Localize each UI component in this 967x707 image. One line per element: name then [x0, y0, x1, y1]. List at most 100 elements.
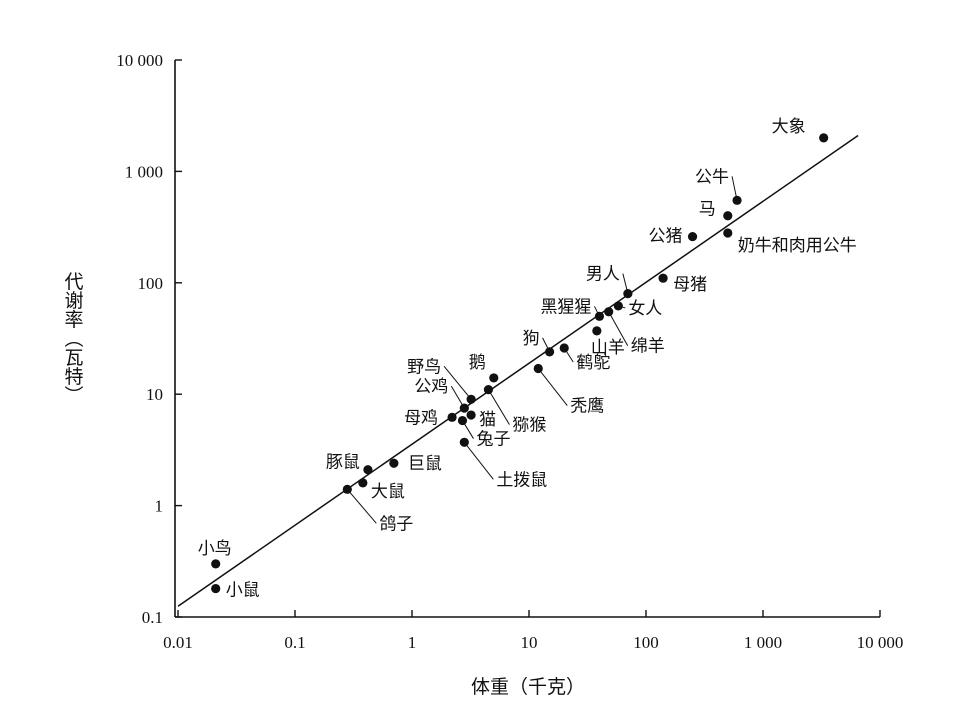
data-point: 猫 — [466, 410, 496, 430]
x-tick-label: 1 000 — [744, 633, 782, 652]
data-point: 奶牛和肉用公牛 — [723, 228, 857, 256]
data-point: 秃鹰 — [533, 363, 604, 417]
data-point: 女人 — [613, 299, 662, 319]
data-point-marker — [211, 559, 221, 569]
leader-line — [346, 488, 377, 524]
point-label: 绵羊 — [631, 337, 665, 357]
leader-line — [487, 389, 510, 425]
x-tick-label: 100 — [633, 633, 659, 652]
point-label: 小鼠 — [226, 581, 260, 601]
y-tick-label: 1 — [155, 497, 164, 516]
leader-line — [463, 441, 494, 480]
x-tick-label: 0.1 — [284, 633, 305, 652]
axis-titles: 体重（千克） 代谢率（瓦特） — [62, 271, 586, 698]
x-tick-label: 10 000 — [857, 633, 904, 652]
data-point-marker — [658, 273, 668, 283]
data-point-marker — [489, 373, 499, 383]
data-point: 豚鼠 — [326, 453, 373, 475]
point-label: 鹤鸵 — [576, 353, 610, 373]
data-point: 鹤鸵 — [559, 343, 610, 373]
data-point-marker — [459, 403, 469, 413]
point-label: 巨鼠 — [408, 454, 442, 474]
data-point-marker — [483, 384, 494, 395]
data-point: 绵羊 — [604, 307, 665, 357]
data-point: 大鼠 — [358, 478, 405, 502]
y-tick-label: 0.1 — [142, 608, 163, 627]
data-point: 兔子 — [457, 415, 510, 450]
point-label: 野鸟 — [407, 357, 441, 377]
data-point: 公牛 — [695, 167, 742, 205]
data-point-marker — [545, 347, 555, 357]
data-point: 猕猴 — [483, 384, 546, 436]
data-point-marker — [723, 211, 733, 221]
data-point-marker — [389, 458, 399, 468]
leader-line — [608, 311, 629, 346]
point-label: 山羊 — [591, 338, 625, 358]
y-tick-label: 1 000 — [125, 162, 163, 181]
data-point-marker — [613, 301, 623, 311]
data-point-marker — [447, 412, 457, 422]
data-point-marker — [342, 484, 352, 494]
data-point: 山羊 — [591, 326, 625, 358]
data-point-marker — [459, 437, 469, 447]
x-tick-label: 1 — [408, 633, 417, 652]
point-label: 公牛 — [695, 167, 729, 187]
data-point-marker — [457, 415, 468, 426]
point-label: 鸽子 — [379, 514, 413, 534]
data-point-marker — [592, 326, 602, 336]
data-point-marker — [533, 363, 543, 374]
data-point-marker — [623, 288, 633, 299]
data-point-marker — [819, 133, 829, 143]
point-label: 母猪 — [673, 275, 707, 295]
data-point: 大象 — [772, 117, 829, 143]
data-point: 狗 — [523, 329, 555, 357]
data-point-marker — [604, 307, 614, 317]
data-point: 母猪 — [658, 273, 707, 295]
data-point: 小鼠 — [211, 581, 260, 601]
data-point: 鹅 — [469, 353, 499, 383]
point-label: 大鼠 — [371, 482, 405, 502]
y-axis-title: 代谢率（瓦特） — [62, 271, 84, 404]
point-label: 鹅 — [469, 353, 486, 373]
data-point-marker — [723, 228, 733, 238]
point-label: 公猪 — [649, 227, 683, 247]
leader-line — [443, 365, 472, 400]
point-label: 猕猴 — [512, 416, 546, 436]
point-label: 奶牛和肉用公牛 — [738, 236, 857, 256]
x-tick-label: 10 — [521, 633, 538, 652]
data-point-marker — [358, 478, 368, 488]
y-tick-label: 100 — [138, 274, 164, 293]
fit-line-group — [177, 134, 859, 607]
data-point: 马 — [699, 200, 733, 221]
point-label: 秃鹰 — [570, 397, 604, 417]
point-label: 母鸡 — [404, 408, 438, 428]
data-point: 男人 — [586, 265, 633, 299]
data-point-marker — [466, 394, 476, 404]
data-point: 公猪 — [649, 227, 698, 247]
data-point: 黑猩猩 — [540, 297, 605, 321]
data-point-marker — [211, 583, 221, 594]
leader-line — [537, 368, 568, 406]
y-tick-label: 10 — [146, 385, 163, 404]
data-point: 母鸡 — [404, 408, 457, 428]
point-label: 马 — [699, 200, 716, 220]
x-axis-title: 体重（千克） — [471, 676, 585, 698]
regression-line — [177, 134, 859, 607]
point-label: 土拨鼠 — [496, 470, 547, 490]
y-tick-label: 10 000 — [116, 51, 163, 70]
data-point: 巨鼠 — [389, 454, 442, 474]
data-point-marker — [559, 343, 569, 353]
point-label: 公鸡 — [414, 377, 448, 397]
point-label: 女人 — [628, 299, 662, 319]
data-point: 小鸟 — [198, 539, 232, 569]
data-point: 土拨鼠 — [459, 437, 547, 490]
data-point: 野鸟 — [407, 357, 476, 404]
point-label: 豚鼠 — [326, 453, 360, 473]
data-point-marker — [363, 465, 373, 475]
point-label: 男人 — [586, 265, 620, 285]
point-label: 大象 — [772, 117, 806, 137]
data-point-marker — [732, 195, 742, 205]
